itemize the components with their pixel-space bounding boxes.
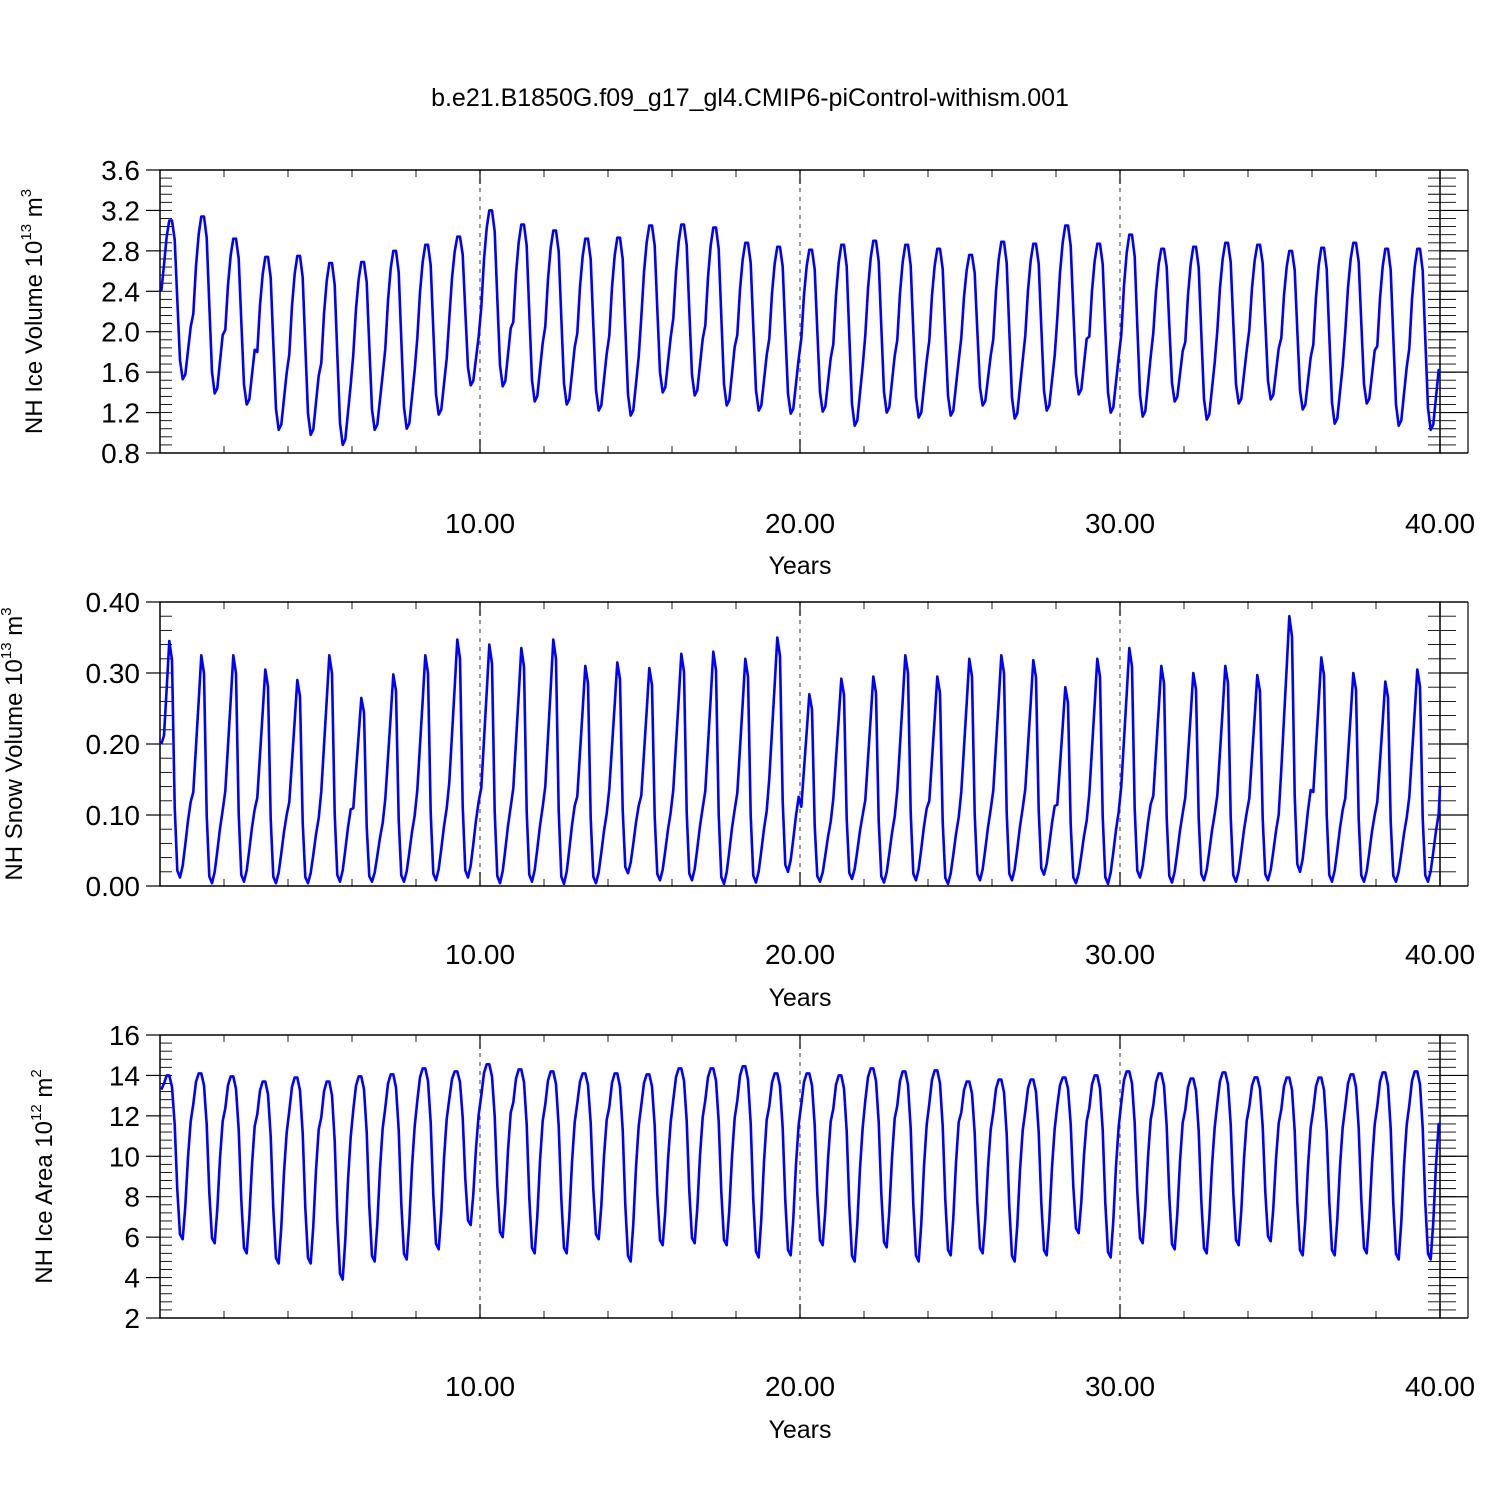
x-axis-label: Years [768,552,831,580]
figure-title: b.e21.B1850G.f09_g17_gl4.CMIP6-piControl… [431,84,1069,112]
chart-panel-1: 10.00 20.00 30.00 40.00 0.8 1.2 1.6 2.0 2.4 2.8 3.… [18,155,1475,580]
x-tick-label: 30.00 [1085,1371,1155,1402]
y-label-unit-exponent: 3 [0,607,15,615]
x-axis-label: Years [768,1416,831,1444]
y-tick-label: 10 [109,1141,140,1172]
y-tick-label: 1.6 [101,357,140,388]
y-label-unit: m [31,1078,58,1105]
x-tick-label: 30.00 [1085,939,1155,970]
series-line [160,614,1442,886]
y-tick-label: 16 [109,1020,140,1051]
plot-frame [159,1034,1441,1319]
y-tick-label: 3.2 [101,195,140,226]
y-axis-label: NH Snow Volume 1013 m3 [0,607,28,880]
x-tick-label: 10.00 [445,508,515,539]
y-tick-label: 6 [124,1222,140,1253]
y-label-unit-exponent: 3 [18,189,35,197]
y-tick-label: 2.4 [101,276,140,307]
y-tick-label: 8 [124,1182,140,1213]
x-tick-label: 40.00 [1405,508,1475,539]
y-label-exponent: 13 [18,224,35,241]
y-tick-label: 2.8 [101,236,140,267]
y-label-exponent: 13 [0,642,15,659]
x-tick-label: 10.00 [445,939,515,970]
x-tick-label: 20.00 [765,1371,835,1402]
y-label-main: NH Snow Volume 10 [1,659,28,880]
y-tick-label: 0.30 [86,658,141,689]
panels: 10.00 20.00 30.00 40.000.81.21.62.02.42.83.… [0,155,1475,1444]
y-label-unit: m [21,197,48,224]
y-label-unit: m [1,616,28,643]
x-tick-label: 20.00 [765,508,835,539]
y-tick-label: 0.20 [86,729,141,760]
series-line [160,1063,1442,1281]
y-tick-label: 2 [124,1303,140,1334]
chart-panel-3: 10.00 20.00 30.00 40.00 2 4 6 8 10 12 14 16 Years NH … [28,1020,1475,1444]
y-tick-label: 12 [109,1101,140,1132]
y-label-main: NH Ice Volume 10 [21,241,48,434]
y-tick-label: 2.0 [101,317,140,348]
series-line [160,209,1442,447]
y-tick-label: 0.8 [101,438,140,469]
y-axis-label: NH Ice Volume 1013 m3 [18,189,48,434]
x-tick-label: 20.00 [765,939,835,970]
y-tick-label: 0.00 [86,871,141,902]
y-tick-label: 1.2 [101,398,140,429]
x-axis-label: Years [768,984,831,1012]
y-tick-label: 3.6 [101,155,140,186]
plot-frame [159,169,1441,454]
x-tick-label: 40.00 [1405,1371,1475,1402]
y-tick-label: 14 [109,1060,140,1091]
plot-frame [159,601,1441,887]
y-tick-label: 0.10 [86,800,141,831]
x-tick-label: 10.00 [445,1371,515,1402]
x-tick-label: 40.00 [1405,939,1475,970]
y-label-unit-exponent: 2 [28,1069,45,1077]
y-tick-label: 4 [124,1263,140,1294]
y-label-exponent: 12 [28,1104,45,1121]
y-axis-label: NH Ice Area 1012 m2 [28,1069,58,1283]
y-tick-label: 0.40 [86,587,141,618]
chart-panel-2: 10.00 20.00 30.00 40.00 0.00 0.10 0.20 0.30 0.40… [0,587,1475,1012]
y-label-main: NH Ice Area 10 [31,1121,58,1284]
x-tick-label: 30.00 [1085,508,1155,539]
